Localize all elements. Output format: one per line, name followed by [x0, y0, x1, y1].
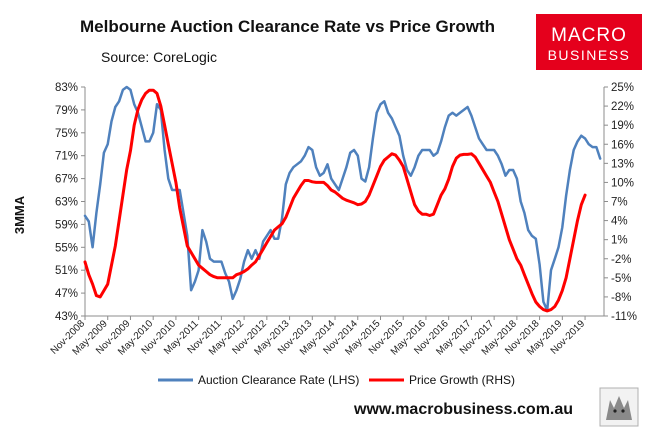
logo-background — [536, 14, 642, 70]
legend-label-price: Price Growth (RHS) — [409, 373, 515, 387]
y-right-tick-label: 7% — [611, 197, 628, 209]
legend-label-clearance: Auction Clearance Rate (LHS) — [198, 373, 359, 387]
y-axis-right-ticks: 25% 22% 19% 16% 13% 10% 7% 4% 1% -2% -5% -8% -11% — [604, 82, 637, 323]
y-left-tick-label: 51% — [55, 265, 78, 277]
y-right-tick-label: 13% — [611, 158, 634, 170]
logo-line-2: BUSINESS — [548, 47, 631, 63]
y-left-tick-label: 75% — [55, 128, 78, 140]
series-layer — [83, 85, 602, 313]
y-left-tick-label: 43% — [55, 311, 78, 323]
y-right-tick-label: -11% — [611, 311, 637, 323]
macrobusiness-logo: MACRO BUSINESS — [536, 14, 642, 70]
chart-title: Melbourne Auction Clearance Rate vs Pric… — [80, 17, 495, 36]
y-left-tick-label: 55% — [55, 242, 78, 254]
y-right-tick-label: -2% — [611, 254, 631, 266]
y-left-tick-label: 67% — [55, 174, 78, 186]
y-left-tick-label: 79% — [55, 105, 78, 117]
y-right-tick-label: 19% — [611, 120, 634, 132]
y-right-tick-label: 4% — [611, 216, 628, 228]
x-axis-ticks: Nov-2008May-2009Nov-2009May-2010Nov-2010… — [49, 316, 587, 358]
series-line-price-growth — [83, 88, 587, 313]
y-right-tick-label: 16% — [611, 139, 634, 151]
y-left-tick-label: 83% — [55, 82, 78, 94]
y-left-tick-label: 47% — [55, 288, 78, 300]
logo-line-1: MACRO — [551, 25, 627, 46]
y-right-tick-label: 22% — [611, 101, 634, 113]
y-axis-left-label: 3MMA — [12, 195, 27, 234]
website-url: www.macrobusiness.com.au — [353, 401, 573, 418]
y-right-tick-label: 1% — [611, 235, 628, 247]
y-right-tick-label: 10% — [611, 177, 634, 189]
chart-source: Source: CoreLogic — [101, 49, 217, 65]
y-left-tick-label: 71% — [55, 151, 78, 163]
series-line-clearance-rate — [83, 85, 602, 312]
y-left-tick-label: 63% — [55, 197, 78, 209]
y-right-tick-label: -8% — [611, 292, 631, 304]
legend: Auction Clearance Rate (LHS) Price Growt… — [158, 373, 515, 387]
y-right-tick-label: 25% — [611, 82, 634, 94]
wolf-logo-icon — [599, 387, 639, 427]
y-left-tick-label: 59% — [55, 219, 78, 231]
y-right-tick-label: -5% — [611, 273, 631, 285]
y-axis-left-ticks: 83% 79% 75% 71% 67% 63% 59% 55% 51% 47% 43% — [55, 82, 85, 323]
